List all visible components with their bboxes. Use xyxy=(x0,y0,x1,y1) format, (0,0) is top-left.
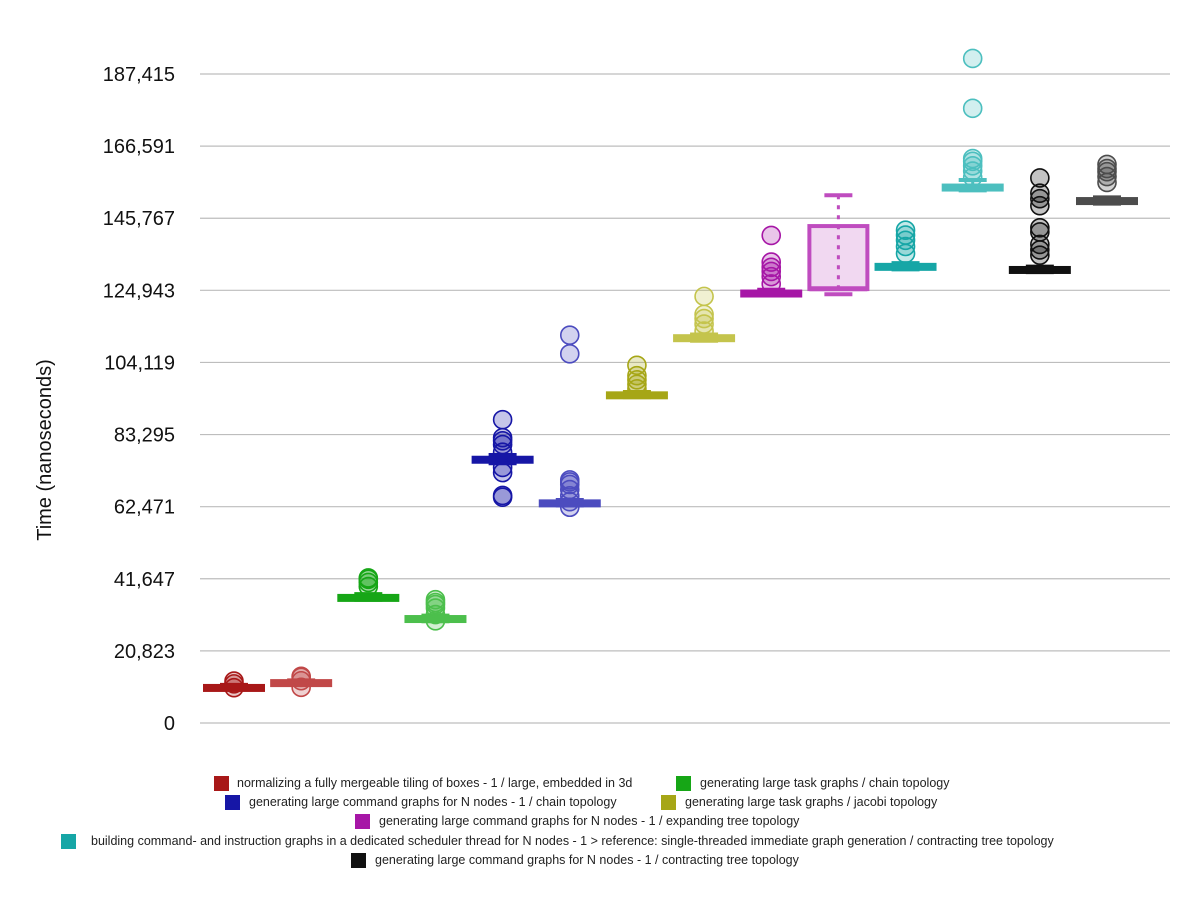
y-tick-label: 20,823 xyxy=(114,641,175,663)
y-tick-label: 62,471 xyxy=(114,497,175,519)
outlier-point xyxy=(492,485,513,506)
legend-item: generating large command graphs for N no… xyxy=(355,814,800,829)
y-tick-label: 41,647 xyxy=(114,569,175,591)
outlier-point xyxy=(895,225,916,245)
legend-label: generating large command graphs for N no… xyxy=(375,853,800,867)
outlier-point xyxy=(761,225,782,246)
outlier-point xyxy=(627,355,647,376)
outlier-point xyxy=(492,462,513,483)
y-tick-label: 124,943 xyxy=(103,280,175,302)
legend-label: generating large command graphs for N no… xyxy=(249,795,617,809)
outlier-point xyxy=(1097,154,1117,175)
y-tick-label: 187,415 xyxy=(103,64,175,86)
outlier-point xyxy=(694,304,714,325)
outlier-point xyxy=(291,677,311,698)
box-series-item xyxy=(1076,154,1138,206)
outlier-point xyxy=(761,252,782,272)
outlier-point xyxy=(895,220,916,241)
box-series-item xyxy=(471,409,534,508)
y-tick-label: 0 xyxy=(164,713,175,735)
outlier-point xyxy=(1030,183,1050,203)
legend-swatch xyxy=(351,853,366,868)
outlier-point xyxy=(224,671,244,691)
y-tick-label: 166,591 xyxy=(103,136,175,158)
legend-item: generating large command graphs for N no… xyxy=(225,795,617,810)
outlier-point xyxy=(559,344,580,364)
outlier-point xyxy=(761,257,782,278)
outlier-point xyxy=(962,156,983,176)
legend-item: generating large command graphs for N no… xyxy=(351,853,800,868)
legend-label: generating large command graphs for N no… xyxy=(379,814,800,828)
legend-swatch xyxy=(661,795,676,810)
legend-item: generating large task graphs / jacobi to… xyxy=(661,795,938,810)
outlier-point xyxy=(1030,245,1050,265)
box-series-item xyxy=(874,220,937,272)
box xyxy=(807,224,870,292)
box-series-item xyxy=(673,286,736,343)
y-tick-label: 145,767 xyxy=(103,208,175,230)
box-series-item xyxy=(337,568,400,602)
outlier-point xyxy=(559,325,580,345)
legend-label: building command- and instruction graphs… xyxy=(91,834,1054,848)
y-tick-label: 104,119 xyxy=(104,352,175,374)
box-series-item xyxy=(807,193,870,297)
legend-swatch xyxy=(355,814,370,829)
legend-label: generating large task graphs / chain top… xyxy=(700,776,950,790)
legend-label: normalizing a fully mergeable tiling of … xyxy=(237,776,632,790)
box-series xyxy=(203,48,1138,698)
y-axis-tick-labels: 0 20,823 41,647 62,471 83,295 104,119 124,943 1… xyxy=(103,64,175,735)
outlier-point xyxy=(895,230,916,251)
box-series-item xyxy=(404,589,467,631)
y-tick-label: 83,295 xyxy=(114,425,175,447)
legend: normalizing a fully mergeable tiling of … xyxy=(61,776,1054,868)
y-axis-title: Time (nanoseconds) xyxy=(34,359,56,541)
legend-swatch xyxy=(225,795,240,810)
outlier-point xyxy=(627,365,647,386)
box-series-item xyxy=(740,225,803,298)
legend-swatch xyxy=(61,834,76,849)
legend-swatch xyxy=(676,776,691,791)
outlier-point xyxy=(694,286,714,307)
box-series-item xyxy=(538,325,601,518)
box-series-item xyxy=(1008,168,1071,275)
legend-swatch xyxy=(214,776,229,791)
box-series-item xyxy=(941,48,1004,193)
outlier-point xyxy=(358,568,379,588)
legend-label: generating large task graphs / jacobi to… xyxy=(685,795,938,809)
outlier-point xyxy=(1030,218,1050,238)
legend-item: building command- and instruction graphs… xyxy=(61,834,1054,849)
legend-item: normalizing a fully mergeable tiling of … xyxy=(214,776,632,791)
box-series-item xyxy=(270,666,333,698)
outlier-point xyxy=(962,48,983,69)
outlier-point xyxy=(492,427,513,448)
outlier-point xyxy=(425,589,446,610)
outlier-point xyxy=(1030,168,1050,188)
outlier-point xyxy=(1030,188,1050,209)
outlier-point xyxy=(291,666,311,687)
outlier-point xyxy=(962,148,983,169)
outlier-point xyxy=(962,98,983,119)
box-series-item xyxy=(203,671,265,698)
outlier-point xyxy=(492,409,513,430)
legend-item: generating large task graphs / chain top… xyxy=(676,776,950,791)
gridlines xyxy=(200,73,1170,724)
outlier-point xyxy=(492,457,513,478)
outlier-point xyxy=(559,470,580,490)
box-series-item xyxy=(605,355,668,400)
